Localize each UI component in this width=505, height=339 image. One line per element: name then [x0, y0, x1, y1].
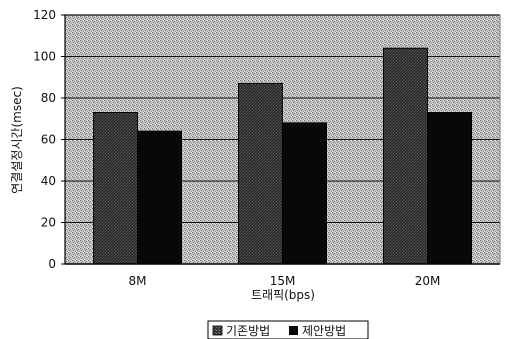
y-tick-label: 80 — [41, 91, 56, 105]
bar-series-2-15m — [282, 122, 327, 265]
axes — [61, 14, 501, 265]
bars — [93, 47, 472, 265]
x-tick-label: 15M — [270, 274, 296, 288]
x-axis-title: 트래픽(bps) — [251, 288, 315, 302]
x-tick-label: 8M — [129, 274, 147, 288]
bar-series-1-20m — [383, 47, 428, 265]
bar-series-1-15m — [238, 82, 283, 265]
legend-box — [207, 320, 369, 339]
bar-series-2-20m — [427, 112, 472, 265]
y-axis-title: 연결설정시간(msec) — [10, 86, 24, 194]
x-tick-labels: 8M 15M 20M — [129, 274, 441, 288]
y-tick-label: 20 — [41, 216, 56, 230]
legend-label-series-1: 기존방법 — [226, 324, 270, 338]
y-tick-label: 60 — [41, 133, 56, 147]
legend-swatch-series-2 — [289, 326, 298, 335]
y-tick-label: 120 — [33, 8, 56, 22]
y-tick-labels: 0 20 40 60 80 100 120 — [33, 8, 56, 271]
bar-series-1-8m — [93, 112, 138, 265]
legend-swatch-series-1 — [212, 325, 223, 336]
y-tick-label: 100 — [33, 50, 56, 64]
x-tick-label: 20M — [415, 274, 441, 288]
bar-series-2-8m — [137, 130, 182, 265]
legend-label-series-2: 제안방법 — [302, 324, 346, 338]
y-tick-label: 40 — [41, 174, 56, 188]
legend: 기존방법 제안방법 — [207, 320, 369, 339]
y-tick-label: 0 — [48, 257, 56, 271]
